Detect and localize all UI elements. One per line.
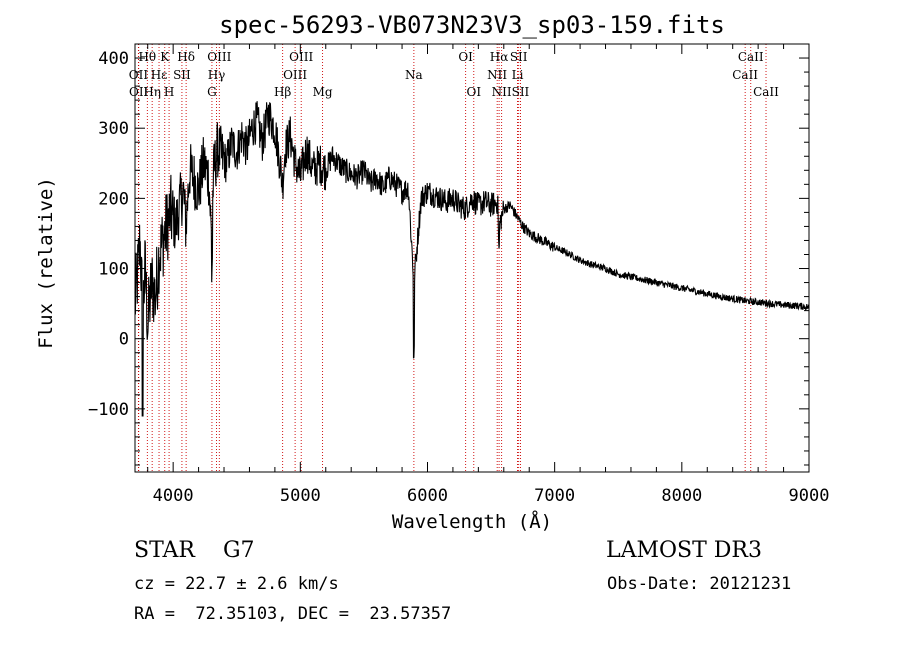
x-tick-label: 7000 <box>534 486 575 506</box>
spectral-line-label: NII <box>487 68 507 82</box>
y-tick-label: 300 <box>98 119 129 139</box>
spectral-line-label: OIII <box>283 68 307 82</box>
x-tick-label: 4000 <box>153 486 194 506</box>
spectral-line-label: CaII <box>738 50 764 64</box>
spectral-line-label: Hβ <box>274 85 291 99</box>
y-tick-label: 100 <box>98 260 129 280</box>
spectral-line-label: G <box>207 85 217 99</box>
y-tick-label: 400 <box>98 49 129 69</box>
spectral-line-label: OII <box>129 85 149 99</box>
spectral-line-label: CaII <box>753 85 779 99</box>
y-tick-label: 0 <box>119 330 129 350</box>
spectral-line-label: OI <box>466 85 481 99</box>
spectral-line-label: NII <box>492 85 512 99</box>
y-tick-label: −100 <box>88 400 129 420</box>
spectral-line-label: SII <box>173 68 191 82</box>
survey-name: LAMOST DR3 <box>606 538 762 563</box>
spectral-line-label: Hδ <box>177 50 195 64</box>
object-class: STAR G7 <box>134 538 255 563</box>
spectral-line-label: OII <box>129 68 149 82</box>
spectral-line-label: Li <box>512 68 524 82</box>
spectral-line-label: OI <box>458 50 473 64</box>
spectral-line-label: H <box>164 85 174 99</box>
spectral-line-label: SII <box>510 50 528 64</box>
spectral-line-label: Hγ <box>208 68 226 82</box>
spectral-line-label: Mg <box>313 85 333 99</box>
y-axis-label: Flux (relative) <box>35 177 57 349</box>
plot-frame <box>134 43 810 473</box>
spectral-line-label: Hθ <box>138 50 156 64</box>
x-axis-label: Wavelength (Å) <box>392 510 552 533</box>
redshift-value: cz = 22.7 ± 2.6 km/s <box>134 574 339 594</box>
spectral-line-label: SII <box>512 85 530 99</box>
x-tick-label: 8000 <box>661 486 702 506</box>
spectral-line-label: OIII <box>289 50 313 64</box>
y-tick-label: 200 <box>98 189 129 209</box>
coordinates: RA = 72.35103, DEC = 23.57357 <box>134 604 452 624</box>
spectral-line-label: Hε <box>151 68 168 82</box>
spectral-line-label: Na <box>405 68 423 82</box>
spectral-line-label: Hα <box>490 50 509 64</box>
spectral-line-markers <box>137 44 767 472</box>
x-tick-label: 6000 <box>407 486 448 506</box>
chart-title: spec-56293-VB073N23V3_sp03-159.fits <box>219 11 725 39</box>
spectral-line-label: Hη <box>143 85 161 99</box>
x-tick-label: 9000 <box>789 486 830 506</box>
spectral-line-label: CaII <box>732 68 758 82</box>
y-axis: −100 0 100 200 300 400 <box>88 43 809 466</box>
spectrum-line <box>134 101 810 417</box>
spectral-line-label: OIII <box>207 50 231 64</box>
x-axis: 4000 5000 6000 7000 8000 9000 <box>147 44 830 506</box>
observation-date: Obs-Date: 20121231 <box>607 574 792 594</box>
x-tick-label: 5000 <box>280 486 321 506</box>
spectral-line-label: K <box>160 50 170 64</box>
